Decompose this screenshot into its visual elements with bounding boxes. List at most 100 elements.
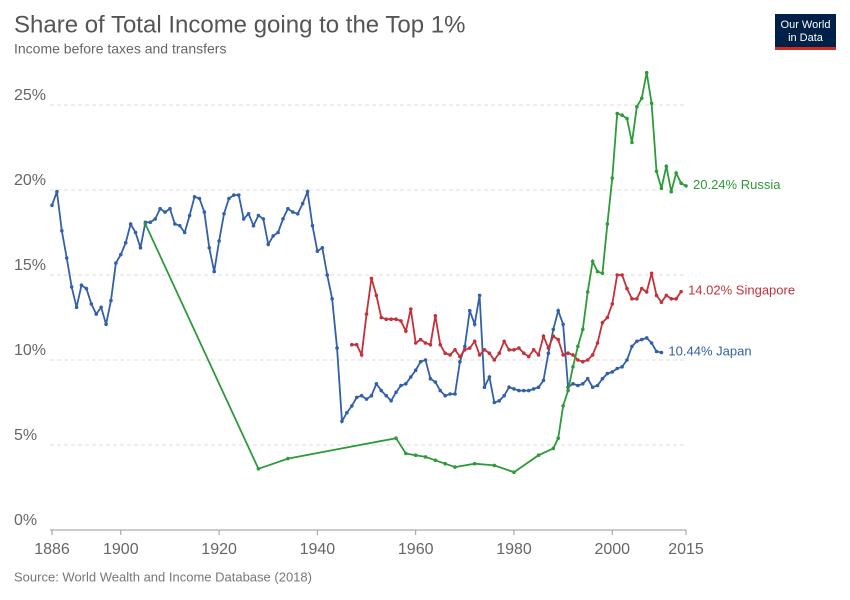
data-point — [580, 382, 585, 386]
data-point — [418, 359, 423, 364]
data-point — [571, 353, 575, 357]
end-label-value: 14.02% — [688, 283, 733, 298]
data-point — [477, 353, 482, 357]
data-point — [158, 206, 162, 211]
data-point — [536, 385, 541, 390]
data-point — [649, 271, 654, 276]
data-point — [325, 273, 330, 277]
data-point — [217, 239, 221, 243]
data-point — [541, 334, 546, 339]
data-point — [300, 201, 305, 206]
x-tick-label: 1940 — [300, 541, 336, 558]
data-point — [630, 140, 634, 145]
data-point — [659, 186, 664, 191]
data-point — [408, 307, 413, 311]
data-point — [271, 234, 275, 238]
data-point — [526, 388, 531, 393]
data-point — [349, 404, 354, 408]
data-point — [433, 314, 438, 318]
series-line — [351, 273, 682, 363]
data-point — [644, 336, 649, 340]
data-point — [674, 297, 678, 301]
data-point — [266, 242, 271, 247]
data-point — [561, 404, 565, 408]
chart-title: Share of Total Income going to the Top 1… — [14, 11, 465, 38]
data-point — [404, 329, 408, 333]
data-point — [202, 210, 207, 214]
data-point — [50, 203, 54, 208]
data-point — [610, 370, 615, 374]
data-point — [497, 351, 502, 356]
data-point — [517, 346, 521, 350]
data-point — [389, 399, 393, 403]
source: Source: World Wealth and Income Database… — [14, 569, 312, 584]
data-point — [408, 375, 413, 379]
data-point — [433, 380, 438, 384]
x-tick-label: 1920 — [201, 541, 237, 558]
data-point — [192, 195, 197, 199]
data-point — [556, 436, 561, 441]
data-point — [74, 305, 79, 310]
data-point — [232, 193, 236, 197]
data-point — [55, 189, 59, 194]
data-point — [114, 261, 118, 265]
data-point — [635, 297, 639, 301]
data-point — [610, 302, 615, 306]
data-point — [669, 189, 674, 194]
data-point — [615, 366, 619, 371]
data-point — [639, 286, 644, 291]
data-point — [620, 273, 624, 277]
data-point — [571, 382, 575, 386]
data-point — [644, 290, 649, 294]
data-point — [556, 308, 561, 313]
data-point — [654, 349, 659, 354]
data-point — [625, 358, 629, 362]
data-point — [354, 342, 359, 347]
data-point — [522, 351, 526, 356]
data-point — [649, 341, 654, 345]
data-point — [138, 246, 143, 250]
x-tick-label: 1960 — [398, 541, 434, 558]
x-tick-label: 2015 — [668, 541, 704, 558]
data-point — [531, 348, 536, 352]
data-point — [187, 213, 192, 218]
data-point — [546, 351, 551, 356]
data-point — [133, 230, 138, 235]
data-point — [315, 249, 320, 253]
data-point — [580, 359, 585, 364]
data-point — [585, 358, 590, 362]
data-point — [502, 393, 506, 398]
data-point — [649, 101, 654, 106]
data-point — [153, 217, 158, 221]
data-point — [222, 212, 226, 216]
data-point — [453, 392, 457, 396]
end-label-value: 10.44% — [668, 344, 713, 359]
data-point — [512, 470, 516, 475]
data-point — [364, 312, 369, 316]
data-point — [104, 322, 108, 327]
data-point — [639, 96, 644, 100]
data-point — [590, 353, 595, 357]
data-point — [644, 70, 649, 75]
data-point — [595, 383, 600, 388]
data-point — [502, 339, 506, 344]
data-point — [399, 383, 403, 388]
data-point — [674, 171, 678, 175]
data-point — [566, 388, 570, 393]
data-point — [531, 387, 536, 391]
data-point — [522, 388, 526, 393]
data-point — [590, 385, 595, 390]
data-point — [384, 393, 389, 398]
data-point — [605, 222, 610, 226]
data-point — [467, 346, 472, 350]
data-point — [551, 327, 556, 332]
data-point — [379, 388, 384, 393]
logo-text: Our World — [781, 19, 831, 31]
data-point — [561, 322, 565, 327]
data-point — [458, 354, 462, 359]
data-point — [620, 365, 624, 369]
data-point — [551, 446, 556, 451]
data-point — [423, 341, 428, 345]
data-point — [551, 334, 556, 339]
